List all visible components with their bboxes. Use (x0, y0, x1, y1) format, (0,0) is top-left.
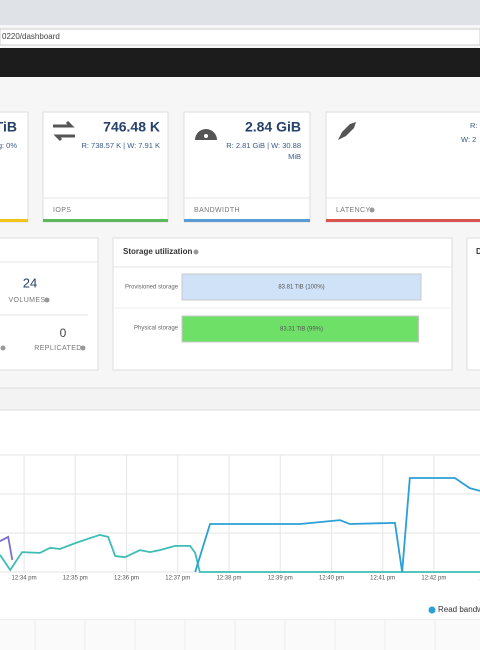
card (42, 111, 169, 223)
card-value: TiB (0, 119, 17, 135)
card-value: 2.84 GiB (245, 119, 301, 135)
url-box[interactable] (0, 28, 480, 46)
card-detail: W: 2 (461, 135, 476, 144)
x-tick-label: 12:34 pm (12, 576, 37, 582)
nav-bar (0, 48, 480, 77)
table-strip (0, 620, 480, 650)
card-detail: R: 738.57 K | W: 7.91 K (81, 141, 160, 150)
card-label: BANDWIDTH (194, 207, 240, 214)
x-tick-label: 12:40 pm (319, 576, 344, 582)
panel-title: D (476, 247, 480, 256)
x-tick-label: 12:38 pm (216, 576, 241, 582)
x-tick-label: 12:37 pm (165, 576, 190, 582)
bar-text: 83.81 TiB (100%) (278, 285, 324, 291)
row-label: Physical storage (134, 326, 179, 332)
info-icon[interactable] (44, 297, 50, 303)
volume-label: VOLUMES (8, 297, 45, 304)
card-label: IOPS (53, 207, 71, 214)
rocket-icon (338, 122, 356, 140)
x-tick-label: 12:36 pm (114, 576, 139, 582)
panel (112, 237, 453, 371)
card-accent (184, 219, 310, 222)
x-tick-label: 12:42 pm (421, 576, 446, 582)
gauge-hub (204, 134, 208, 138)
card-accent (43, 219, 168, 222)
browser-tabs (0, 0, 480, 25)
card-value: 746.48 K (103, 119, 160, 135)
series-line (194, 477, 480, 573)
usage-bar (181, 273, 422, 301)
x-tick-label: 12:41 pm (370, 576, 395, 582)
card-label: LATENCY (336, 207, 371, 214)
usage-bar (181, 315, 420, 343)
panel-title: Storage utilization (123, 247, 192, 256)
row-label: Provisioned storage (125, 285, 179, 291)
info-icon[interactable] (193, 249, 199, 255)
volume-count: 24 (23, 275, 37, 290)
panel (466, 237, 480, 371)
url: 0220/dashboard (2, 32, 60, 41)
info-icon[interactable] (80, 345, 86, 351)
bar-text: 83.31 TiB (99%) (280, 327, 323, 333)
chart-panel (0, 409, 480, 621)
card-accent (326, 219, 480, 222)
series-line (0, 535, 14, 561)
card-accent (0, 219, 28, 222)
card-detail: R: 2.81 GiB | W: 30.88 (226, 141, 301, 150)
series-line (0, 534, 480, 573)
card-detail: MiB (288, 152, 301, 161)
x-tick-label: 12:39 pm (268, 576, 293, 582)
info-icon[interactable] (369, 207, 375, 213)
replicated-count: 0 (60, 326, 67, 340)
x-tick-label: 12:35 pm (63, 576, 88, 582)
chart-header (0, 387, 480, 411)
info-icon[interactable] (0, 345, 6, 351)
legend-swatch (428, 606, 436, 614)
legend-label: Read bandw (438, 605, 480, 614)
table-lines (34, 620, 436, 650)
card-value: R: (470, 121, 478, 130)
replicated-label: REPLICATED (34, 345, 81, 352)
iops-icon (53, 120, 75, 142)
card-detail: g: 0% (0, 141, 17, 150)
